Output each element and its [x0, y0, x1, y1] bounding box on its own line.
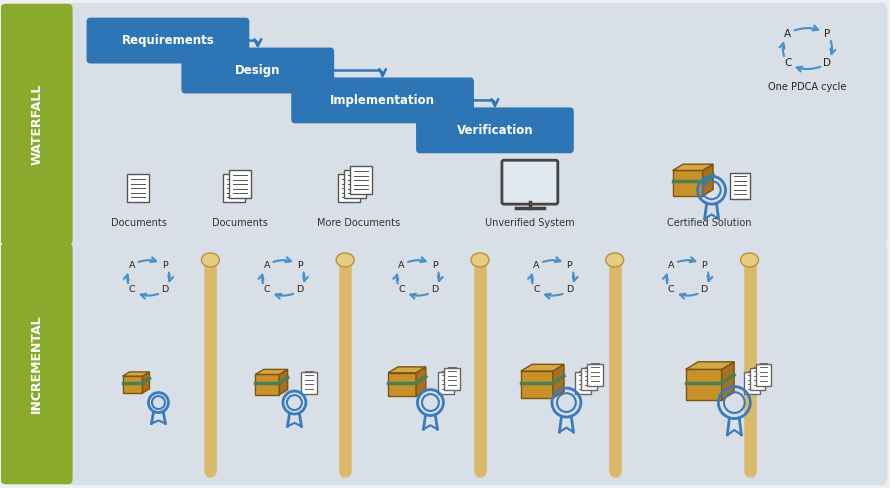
- FancyBboxPatch shape: [301, 372, 317, 394]
- FancyBboxPatch shape: [67, 3, 887, 246]
- Text: INCREMENTAL: INCREMENTAL: [30, 314, 43, 413]
- Text: A: A: [129, 262, 135, 270]
- Text: A: A: [263, 262, 270, 270]
- Text: A: A: [399, 262, 405, 270]
- Text: A: A: [533, 262, 539, 270]
- Polygon shape: [521, 365, 564, 371]
- FancyBboxPatch shape: [127, 174, 150, 202]
- Ellipse shape: [606, 253, 624, 267]
- FancyBboxPatch shape: [444, 367, 460, 389]
- Ellipse shape: [740, 253, 758, 267]
- FancyBboxPatch shape: [730, 173, 749, 199]
- Polygon shape: [123, 376, 142, 393]
- FancyBboxPatch shape: [350, 166, 372, 194]
- Polygon shape: [279, 369, 287, 395]
- FancyBboxPatch shape: [1, 243, 73, 484]
- Polygon shape: [388, 367, 425, 373]
- Text: A: A: [668, 262, 675, 270]
- Polygon shape: [685, 369, 722, 400]
- Text: C: C: [668, 285, 675, 294]
- Text: P: P: [162, 262, 168, 270]
- FancyBboxPatch shape: [230, 170, 251, 198]
- Text: C: C: [129, 285, 135, 294]
- FancyBboxPatch shape: [743, 372, 759, 394]
- FancyBboxPatch shape: [223, 174, 246, 202]
- FancyBboxPatch shape: [86, 18, 249, 63]
- Polygon shape: [702, 164, 713, 196]
- Text: Documents: Documents: [213, 218, 268, 228]
- Polygon shape: [416, 367, 425, 396]
- Text: Implementation: Implementation: [330, 94, 435, 107]
- Text: C: C: [263, 285, 270, 294]
- Polygon shape: [388, 373, 416, 396]
- FancyBboxPatch shape: [502, 160, 558, 204]
- Polygon shape: [123, 372, 150, 376]
- FancyBboxPatch shape: [575, 372, 591, 394]
- Polygon shape: [553, 365, 564, 398]
- Text: P: P: [566, 262, 572, 270]
- Text: More Documents: More Documents: [317, 218, 400, 228]
- FancyBboxPatch shape: [344, 170, 366, 198]
- Text: Unverified System: Unverified System: [485, 218, 575, 228]
- Text: D: D: [431, 285, 438, 294]
- Text: C: C: [784, 58, 791, 68]
- FancyBboxPatch shape: [749, 367, 765, 389]
- Text: P: P: [701, 262, 707, 270]
- Polygon shape: [142, 372, 150, 393]
- Polygon shape: [673, 164, 713, 170]
- FancyBboxPatch shape: [1, 4, 73, 245]
- Polygon shape: [255, 374, 279, 395]
- Text: A: A: [784, 29, 791, 40]
- Ellipse shape: [336, 253, 354, 267]
- Text: WATERFALL: WATERFALL: [30, 83, 43, 165]
- FancyBboxPatch shape: [756, 364, 772, 386]
- Text: P: P: [432, 262, 437, 270]
- Text: D: D: [296, 285, 303, 294]
- FancyBboxPatch shape: [587, 364, 603, 386]
- Text: P: P: [824, 29, 830, 40]
- Text: Certified Solution: Certified Solution: [668, 218, 752, 228]
- Polygon shape: [521, 371, 553, 398]
- Ellipse shape: [471, 253, 489, 267]
- Text: Documents: Documents: [110, 218, 166, 228]
- Text: Design: Design: [235, 64, 280, 77]
- FancyBboxPatch shape: [338, 174, 360, 202]
- FancyBboxPatch shape: [581, 367, 597, 389]
- Text: Verification: Verification: [457, 124, 533, 137]
- Text: C: C: [533, 285, 539, 294]
- Text: D: D: [161, 285, 168, 294]
- FancyBboxPatch shape: [438, 372, 454, 394]
- Polygon shape: [673, 170, 702, 196]
- Text: D: D: [823, 58, 831, 68]
- Text: Requirements: Requirements: [122, 34, 214, 47]
- Text: C: C: [398, 285, 405, 294]
- Polygon shape: [685, 362, 734, 369]
- Text: D: D: [700, 285, 708, 294]
- Ellipse shape: [201, 253, 219, 267]
- FancyBboxPatch shape: [291, 78, 474, 123]
- Polygon shape: [722, 362, 734, 400]
- FancyBboxPatch shape: [67, 242, 887, 485]
- Text: One PDCA cycle: One PDCA cycle: [768, 82, 846, 92]
- FancyBboxPatch shape: [182, 47, 334, 93]
- FancyBboxPatch shape: [416, 107, 574, 153]
- Text: P: P: [297, 262, 303, 270]
- Polygon shape: [255, 369, 287, 374]
- Text: D: D: [566, 285, 573, 294]
